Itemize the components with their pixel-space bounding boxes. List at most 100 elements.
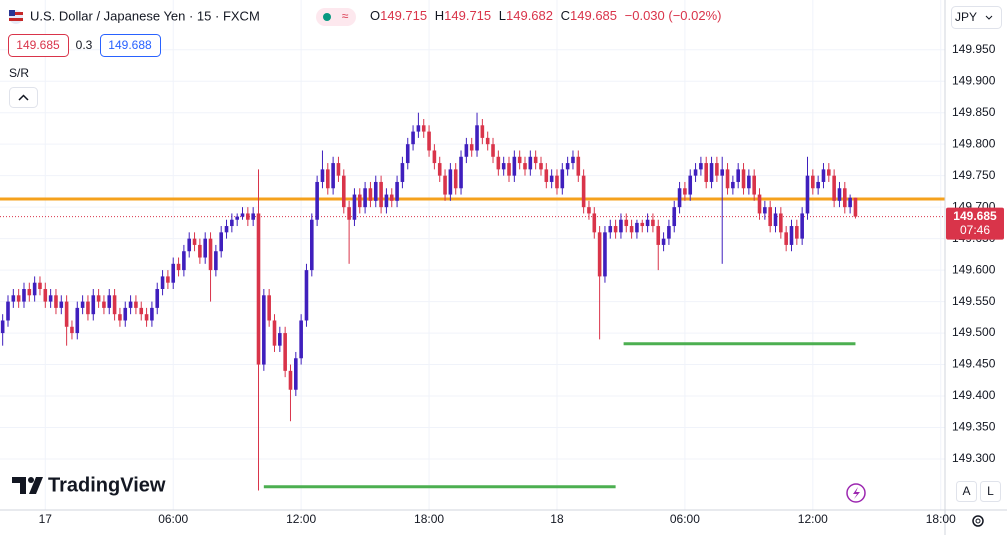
- candle-body: [837, 188, 842, 201]
- candle-body: [779, 213, 783, 233]
- brand-name: TradingView: [48, 474, 166, 496]
- candle-body: [80, 301, 85, 308]
- candle-body: [320, 169, 325, 182]
- candle-body: [795, 226, 799, 239]
- candle-body: [597, 232, 602, 277]
- candle-body: [107, 295, 112, 308]
- x-tick-label: 12:00: [798, 512, 828, 526]
- low-value: 149.682: [506, 8, 553, 23]
- candle-body: [134, 301, 138, 308]
- candle-body: [400, 163, 405, 182]
- candle-body: [747, 175, 751, 189]
- candle-body: [677, 188, 682, 208]
- candle-body: [523, 163, 527, 170]
- y-tick-label: 149.750: [952, 168, 996, 182]
- candle-body: [288, 370, 293, 390]
- candle-body: [54, 295, 58, 308]
- candle-body: [501, 163, 506, 170]
- candle-body: [86, 301, 90, 315]
- candle-body: [496, 156, 501, 170]
- candle-body: [464, 144, 469, 157]
- candle-body: [347, 207, 351, 220]
- buy-button[interactable]: [100, 34, 161, 57]
- log-label[interactable]: L: [987, 484, 994, 498]
- price-axis: 149.300 149.350 149.400 149.450 149.500 149.5…: [952, 42, 996, 465]
- candle-body: [480, 125, 485, 138]
- y-tick-label: 149.500: [952, 325, 996, 339]
- alert-icon[interactable]: [846, 483, 866, 503]
- sell-button[interactable]: [8, 34, 69, 57]
- candle-body: [208, 238, 213, 271]
- open-label: O: [370, 8, 380, 23]
- candle-body: [38, 282, 42, 289]
- candle-body: [64, 301, 69, 327]
- candle-body: [842, 188, 847, 208]
- auto-button[interactable]: [956, 481, 977, 502]
- collapse-button[interactable]: [9, 87, 38, 108]
- candle-body: [16, 295, 21, 302]
- settings-icon[interactable]: [972, 515, 984, 527]
- bid-price[interactable]: 149.685: [16, 38, 60, 52]
- change-value: −0.030 (−0.02%): [625, 8, 722, 23]
- ask-price[interactable]: 149.688: [108, 38, 152, 52]
- candle-body: [763, 207, 767, 214]
- ohlc-legend: O149.715 H149.715 L149.682 C149.685 −0.0…: [370, 8, 722, 23]
- candle-body: [224, 226, 229, 233]
- candle-body: [251, 213, 255, 220]
- candle-body: [571, 156, 575, 164]
- x-tick-label: 06:00: [158, 512, 188, 526]
- candle-body: [59, 301, 64, 308]
- candle-body: [688, 175, 693, 195]
- close-label: C: [561, 8, 570, 23]
- candle-body: [789, 226, 794, 245]
- candle-body: [155, 289, 160, 308]
- candle-body: [725, 169, 730, 189]
- candle-body: [635, 222, 639, 233]
- auto-label[interactable]: A: [962, 484, 970, 498]
- candle-body: [96, 295, 101, 302]
- low-label: L: [499, 8, 506, 23]
- candle-body: [587, 207, 591, 214]
- candle-body: [507, 163, 511, 176]
- candle-body: [565, 163, 570, 170]
- candle-body: [693, 169, 698, 176]
- currency[interactable]: JPY: [955, 10, 977, 24]
- candle-body: [608, 226, 613, 233]
- candle-body: [384, 194, 389, 208]
- y-tick-label: 149.850: [952, 105, 996, 119]
- candle-body: [171, 263, 176, 283]
- candle-body: [91, 295, 96, 315]
- log-button[interactable]: [980, 481, 1001, 502]
- candle-body: [715, 163, 719, 176]
- currency-button[interactable]: [951, 6, 1002, 29]
- candle-body: [672, 207, 677, 227]
- high-label: H: [435, 8, 444, 23]
- candle-body: [560, 169, 565, 189]
- symbol-flag: [9, 10, 23, 24]
- candle-body: [240, 213, 245, 217]
- candle-body: [512, 156, 517, 176]
- candle-body: [533, 156, 538, 164]
- y-tick-label: 149.300: [952, 451, 996, 465]
- candle-body: [198, 244, 202, 258]
- candle-body: [741, 169, 746, 189]
- candle-body: [294, 358, 298, 390]
- candle-body: [246, 213, 250, 220]
- y-tick-label: 149.800: [952, 136, 996, 150]
- alert-bolt: [853, 487, 860, 499]
- candle-body: [827, 169, 831, 176]
- candle-body: [352, 194, 357, 220]
- open-value: 149.715: [380, 8, 427, 23]
- candle-body: [310, 219, 314, 271]
- x-tick-label: 18: [550, 512, 564, 526]
- price-label-box: [946, 207, 1004, 240]
- candle-body: [453, 169, 458, 189]
- x-tick-label: 18:00: [414, 512, 444, 526]
- candle-body: [373, 181, 378, 201]
- y-tick-label: 149.950: [952, 42, 996, 56]
- candle-body: [448, 169, 453, 195]
- candle-body: [821, 169, 826, 182]
- candle-body: [214, 251, 218, 271]
- candle-body: [656, 226, 661, 245]
